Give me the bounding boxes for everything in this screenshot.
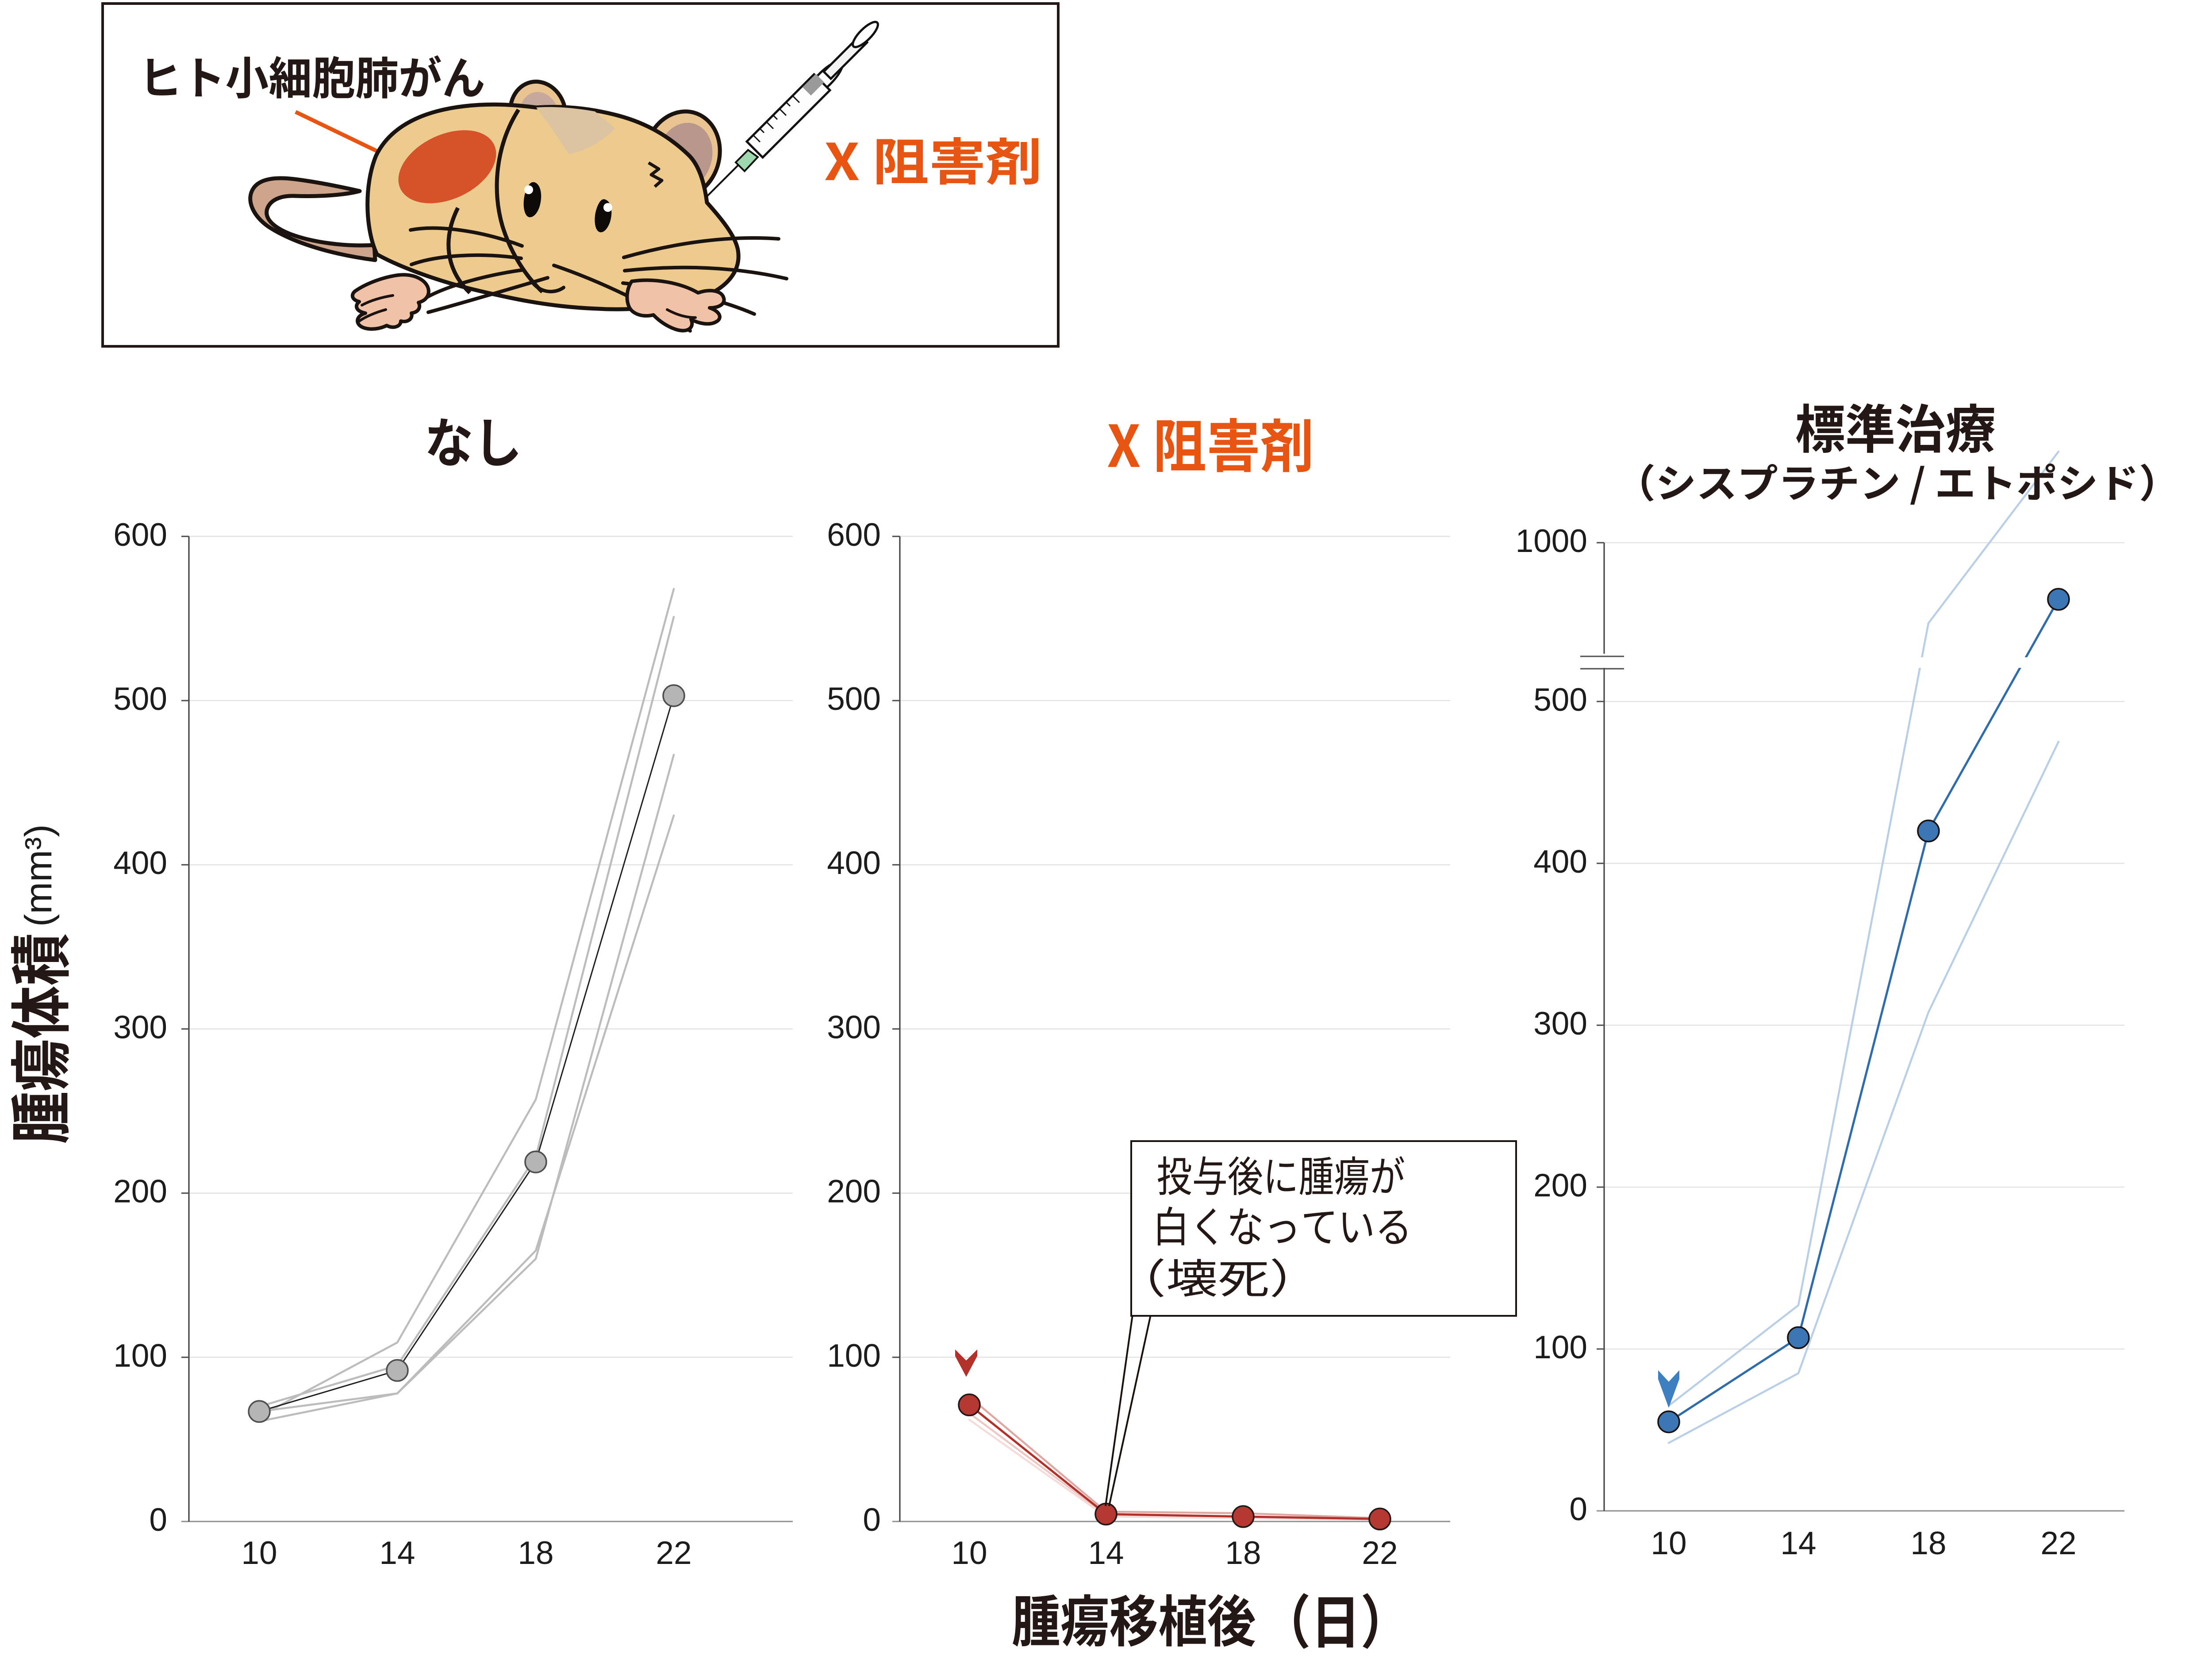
svg-text:0: 0 [1569,1491,1587,1527]
svg-text:100: 100 [1533,1330,1587,1365]
svg-text:10: 10 [241,1535,277,1571]
svg-text:400: 400 [113,845,167,881]
svg-text:22: 22 [2040,1525,2076,1561]
svg-text:10: 10 [951,1535,987,1571]
svg-text:300: 300 [827,1009,881,1045]
svg-text:300: 300 [113,1009,167,1045]
svg-text:0: 0 [863,1502,881,1538]
svg-text:200: 200 [827,1174,881,1210]
svg-text:200: 200 [1533,1168,1587,1203]
svg-text:200: 200 [113,1174,167,1210]
svg-text:18: 18 [1225,1535,1261,1571]
svg-text:22: 22 [1362,1535,1398,1571]
svg-text:10: 10 [1651,1525,1686,1561]
svg-text:18: 18 [518,1535,553,1571]
svg-text:14: 14 [379,1535,415,1571]
svg-text:400: 400 [827,845,881,881]
svg-text:500: 500 [827,681,881,717]
svg-text:300: 300 [1533,1006,1587,1042]
svg-text:500: 500 [113,681,167,717]
svg-text:500: 500 [1533,682,1587,718]
svg-text:18: 18 [1910,1525,1946,1561]
svg-text:600: 600 [827,517,881,553]
svg-text:100: 100 [113,1338,167,1374]
svg-text:100: 100 [827,1338,881,1374]
svg-text:22: 22 [656,1535,691,1571]
svg-text:0: 0 [149,1502,167,1538]
svg-text:600: 600 [113,517,167,553]
svg-text:400: 400 [1533,844,1587,880]
svg-text:14: 14 [1780,1525,1816,1561]
svg-text:1000: 1000 [1516,523,1587,559]
svg-text:14: 14 [1088,1535,1124,1571]
